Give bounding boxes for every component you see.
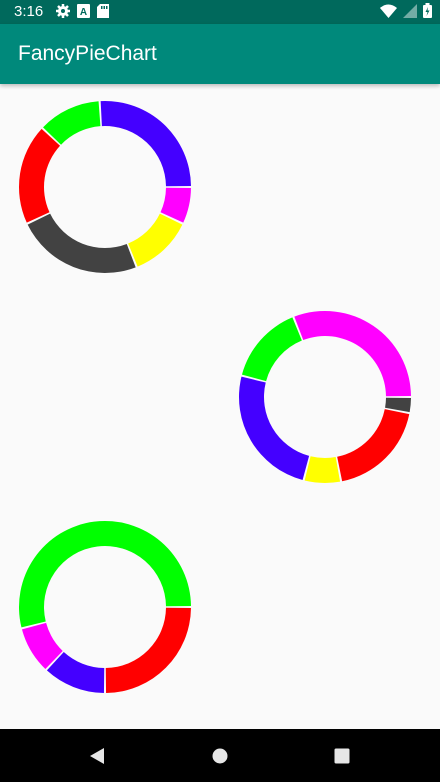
navigation-bar xyxy=(0,729,440,782)
pie-slice xyxy=(43,101,101,145)
pie-slice xyxy=(160,187,191,223)
signal-icon xyxy=(403,3,417,23)
pie-slice xyxy=(241,317,302,382)
app-bar: FancyPieChart xyxy=(0,24,440,84)
wifi-icon xyxy=(380,4,397,23)
back-icon[interactable] xyxy=(84,743,110,769)
pie-slice xyxy=(19,521,191,628)
donut-chart-2 xyxy=(238,311,411,483)
pie-slice xyxy=(100,101,191,187)
donut-chart-3 xyxy=(19,521,191,693)
pie-slice xyxy=(337,409,410,482)
status-time: 3:16 xyxy=(14,3,44,20)
svg-text:A: A xyxy=(80,7,87,18)
donut-chart-1 xyxy=(18,101,191,273)
app-title: FancyPieChart xyxy=(18,42,157,65)
home-icon[interactable] xyxy=(207,743,233,769)
sd-card-icon xyxy=(97,4,109,23)
battery-icon xyxy=(423,3,432,23)
pie-slice xyxy=(128,213,183,267)
recents-icon[interactable] xyxy=(329,743,355,769)
pie-slice xyxy=(105,607,191,693)
a-icon: A xyxy=(77,4,90,23)
chart-canvas xyxy=(0,84,440,729)
pie-slice xyxy=(18,128,61,223)
pie-slice xyxy=(385,397,411,413)
status-bar: 3:16 A xyxy=(0,0,440,24)
pie-slice xyxy=(21,622,63,669)
pie-slice xyxy=(27,213,136,273)
pie-slice xyxy=(294,311,411,397)
pie-slice xyxy=(46,651,105,693)
pie-slice xyxy=(304,456,341,483)
pie-slice xyxy=(238,376,310,481)
gear-icon xyxy=(56,4,70,23)
